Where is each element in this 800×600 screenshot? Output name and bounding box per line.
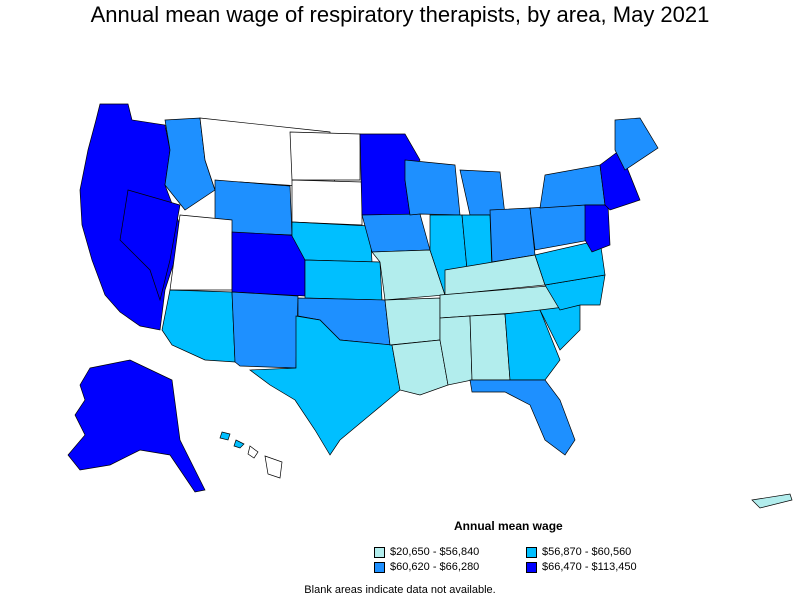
- legend-title: Annual mean wage: [454, 519, 563, 533]
- region-pennsylvania: [529, 204, 591, 251]
- region-florida: [469, 379, 576, 456]
- region-alaska: [67, 359, 206, 493]
- region-iowa: [361, 213, 431, 253]
- legend-item-tier1: $20,650 - $56,840: [374, 546, 479, 558]
- region-north-dakota: [289, 131, 361, 181]
- region-michigan: [459, 169, 506, 216]
- region-mississippi: [439, 315, 473, 386]
- legend-swatch-tier4: [526, 561, 537, 573]
- legend-label-tier4: $66,470 - $113,450: [542, 561, 637, 573]
- legend-swatch-tier3: [374, 561, 385, 573]
- legend-swatch-tier1: [374, 546, 385, 558]
- region-virginia: [534, 239, 606, 286]
- region-alabama: [469, 313, 511, 381]
- legend-swatch-tier2: [526, 546, 537, 558]
- legend-label-tier3: $60,620 - $66,280: [390, 561, 480, 573]
- region-arizona: [161, 289, 236, 363]
- legend-label-tier1: $20,650 - $56,840: [390, 546, 480, 558]
- region-arkansas: [384, 297, 441, 346]
- region-wisconsin: [404, 159, 461, 216]
- region-nevada: [119, 189, 181, 302]
- region-south-dakota: [291, 179, 363, 226]
- region-kansas: [304, 259, 383, 301]
- region-colorado: [231, 231, 306, 297]
- region-new-york: [539, 164, 606, 209]
- region-new-mexico: [231, 291, 299, 369]
- region-missouri: [371, 249, 446, 301]
- region-utah: [169, 214, 233, 291]
- map-title: Annual mean wage of respiratory therapis…: [90, 2, 710, 27]
- region-georgia: [504, 309, 561, 381]
- legend-label-tier2: $56,870 - $60,560: [542, 546, 632, 558]
- region-ohio: [489, 207, 536, 263]
- region-mid-atlantic: [584, 204, 611, 253]
- region-puerto-rico: [751, 493, 793, 509]
- region-nebraska: [291, 221, 373, 263]
- legend-item-tier4: $66,470 - $113,450: [526, 561, 637, 573]
- legend-item-tier2: $56,870 - $60,560: [526, 546, 631, 558]
- region-texas: [249, 315, 401, 456]
- region-maine: [614, 117, 659, 171]
- region-hawaii: [219, 431, 283, 479]
- legend-item-tier3: $60,620 - $66,280: [374, 561, 479, 573]
- region-group: [79, 103, 659, 456]
- footnote: Blank areas indicate data not available.: [304, 584, 496, 596]
- region-louisiana: [391, 339, 449, 396]
